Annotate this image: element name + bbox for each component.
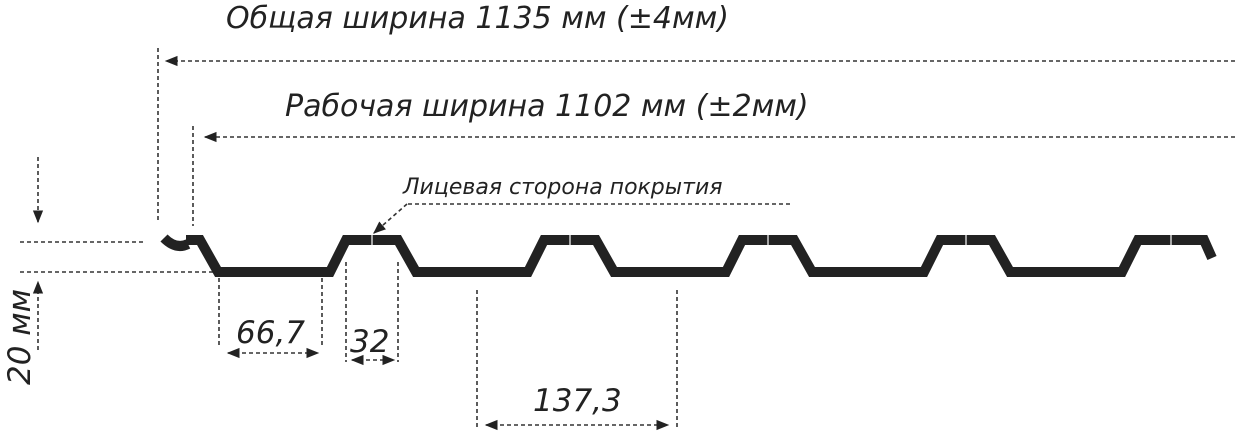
face-side-leader-arrow bbox=[373, 203, 408, 234]
profile-edge-hook bbox=[160, 234, 191, 251]
top-width-label: 32 bbox=[350, 324, 389, 360]
bottom-width-label: 66,7 bbox=[236, 315, 305, 351]
working-width-label: Рабочая ширина 1102 мм (±2мм) bbox=[285, 89, 809, 124]
pitch-label: 137,3 bbox=[533, 383, 622, 419]
total-width-label: Общая ширина 1135 мм (±4мм) bbox=[226, 1, 729, 36]
face-side-label: Лицевая сторона покрытия bbox=[402, 175, 723, 200]
height-label: 20 мм bbox=[2, 289, 38, 385]
profile-line bbox=[186, 235, 1217, 277]
